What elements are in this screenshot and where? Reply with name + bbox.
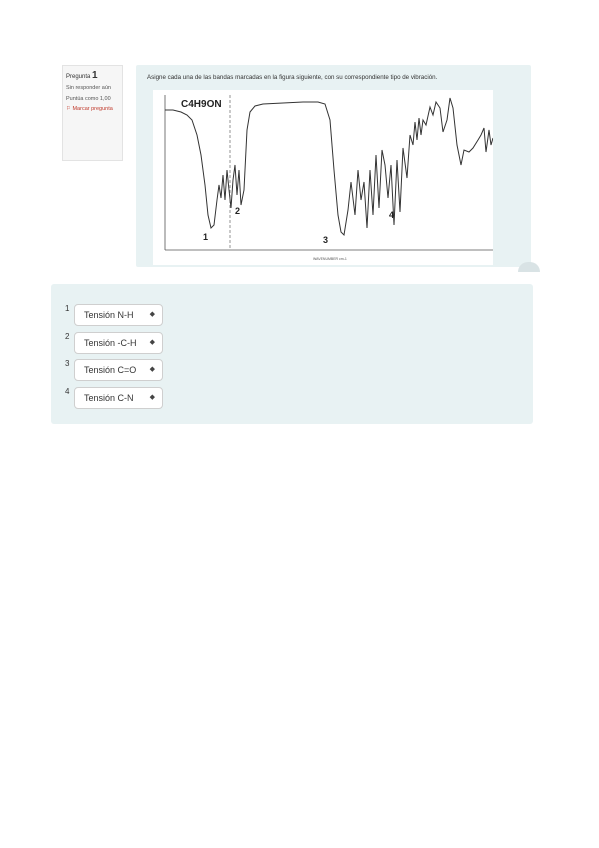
answer-select-4[interactable]: Tensión C-N ◆ (74, 387, 163, 409)
x-axis-label: WAVENUMBER cm-1 (313, 257, 347, 261)
band-label-4: 4 (389, 210, 394, 220)
band-label-2: 2 (235, 206, 240, 216)
select-arrows-icon: ◆ (149, 311, 155, 318)
answer-select-2[interactable]: Tensión -C-H ◆ (74, 332, 163, 354)
answer-select-1[interactable]: Tensión N-H ◆ (74, 304, 163, 326)
answer-number: 1 (65, 304, 70, 313)
select-arrows-icon: ◆ (149, 339, 155, 346)
spectrum-formula: C4H9ON (181, 99, 222, 110)
flag-icon: ⚐ (66, 106, 71, 112)
question-info-panel: Pregunta 1 Sin responder aún Puntúa como… (62, 65, 123, 161)
answer-number: 3 (65, 359, 70, 368)
answer-number: 2 (65, 332, 70, 341)
question-text-panel: Asigne cada una de las bandas marcadas e… (136, 65, 531, 267)
question-number: Pregunta 1 (66, 70, 98, 81)
panel-corner-decoration (518, 262, 540, 272)
answer-number: 4 (65, 387, 70, 396)
answer-select-3[interactable]: Tensión C=O ◆ (74, 359, 163, 381)
question-status: Sin responder aún (66, 85, 111, 91)
question-points: Puntúa como 1,00 (66, 96, 111, 102)
question-prompt: Asigne cada una de las bandas marcadas e… (147, 74, 438, 81)
band-label-3: 3 (323, 235, 328, 245)
select-arrows-icon: ◆ (149, 366, 155, 373)
band-label-1: 1 (203, 232, 208, 242)
select-arrows-icon: ◆ (149, 394, 155, 401)
spectrum-trace (165, 97, 493, 237)
answers-panel: 1 Tensión N-H ◆ 2 Tensión -C-H ◆ 3 Tensi… (51, 284, 533, 424)
ir-spectrum-image: C4H9ON 1 2 3 4 WAVENUMBER cm-1 (153, 90, 493, 265)
flag-question-link[interactable]: ⚐ Marcar pregunta (66, 106, 113, 112)
